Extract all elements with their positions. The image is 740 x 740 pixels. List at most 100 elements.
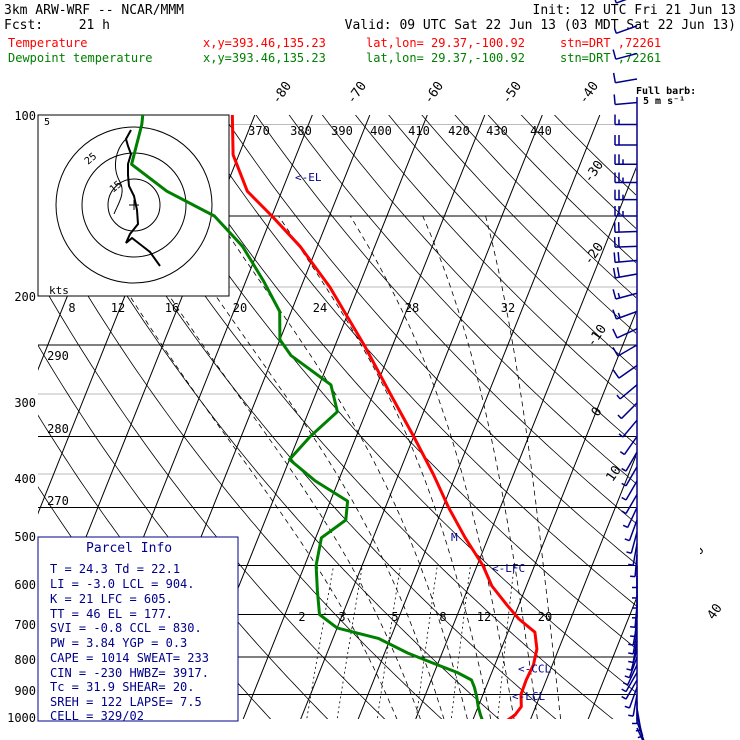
temperature-xy: x,y=393.46,135.23 xyxy=(203,36,326,50)
sounding-profiles xyxy=(130,115,539,719)
isotherm xyxy=(300,115,543,719)
moist-adiabat xyxy=(349,215,515,719)
temperature-legend: Temperature xyxy=(8,36,87,50)
level-markers: <-EL <-LFC <-CCL <-LCL M xyxy=(295,171,551,703)
dry-adiabat xyxy=(89,115,614,719)
isotherm-label: -40 xyxy=(576,79,602,107)
wind-barb-staff xyxy=(615,52,638,60)
dry-adiabat xyxy=(38,141,500,719)
theta-label: 290 xyxy=(47,349,69,363)
wind-barb-staff xyxy=(628,656,638,678)
wind-barb-staff xyxy=(625,451,638,472)
wind-barb-staff xyxy=(625,679,638,700)
wind-barb xyxy=(621,451,638,472)
wind-barb xyxy=(624,687,638,709)
dewpoint-xy: x,y=393.46,135.23 xyxy=(203,51,326,65)
wind-barb-half-flag xyxy=(613,28,618,34)
ring-label: 28 xyxy=(405,301,419,315)
hodograph: 5 25 15 kts xyxy=(37,114,230,297)
wind-barb-flag xyxy=(612,49,617,60)
dewpoint-latlon: lat,lon= 29.37,-100.92 xyxy=(366,51,525,65)
theta-label: 440 xyxy=(530,124,552,138)
wind-barb-half-flag xyxy=(621,496,627,501)
parcel-info-row: CAPE = 1014 SWEAT= 233 xyxy=(50,651,209,665)
wind-barb xyxy=(612,364,638,379)
pressure-tick-label: 500 xyxy=(14,530,36,544)
isotherm-label: -60 xyxy=(421,79,447,107)
wind-barb-staff xyxy=(625,494,638,514)
mixing-ratio-line xyxy=(336,565,363,719)
wind-barb-staff xyxy=(616,25,638,35)
wind-barb xyxy=(613,252,638,264)
isotherm xyxy=(415,166,636,719)
hodograph-dir-label: 5 xyxy=(44,117,50,128)
hodograph-ring xyxy=(55,126,213,284)
wind-barb-staff xyxy=(634,554,638,577)
mixing-ratio-label: 8 xyxy=(439,610,446,624)
forecast-hour: 21 h xyxy=(79,18,110,33)
isotherm-label: 0 xyxy=(589,404,606,419)
wind-barb-flag xyxy=(612,289,617,300)
theta-label: 380 xyxy=(290,124,312,138)
isotherm-label: -50 xyxy=(499,79,525,107)
forecast-label: Fcst: xyxy=(4,18,43,33)
parcel-info-frame xyxy=(37,536,239,722)
pressure-tick-label: 200 xyxy=(14,290,36,304)
wind-barb xyxy=(622,664,638,686)
wind-barb-half-flag xyxy=(628,660,634,664)
wind-barb xyxy=(612,267,638,279)
wind-barb xyxy=(616,384,638,400)
wind-barb-staff xyxy=(630,531,638,554)
theta-label: 400 xyxy=(370,124,392,138)
wind-barb-staff xyxy=(614,230,638,234)
wind-barb-half-flag xyxy=(624,705,630,709)
wind-barb-half-flag xyxy=(621,688,627,693)
wind-barb xyxy=(624,519,638,542)
mixing-ratio-line xyxy=(306,565,334,719)
wind-barb xyxy=(628,640,638,664)
temperature-latlon: lat,lon= 29.37,-100.92 xyxy=(366,36,525,50)
dry-adiabat xyxy=(189,115,636,607)
wind-barb xyxy=(618,419,638,438)
isotherm-label: -20 xyxy=(581,240,607,268)
wind-barb-staff xyxy=(615,78,638,84)
level-marker: <-EL xyxy=(295,171,322,184)
init-time: Init: 12 UTC Fri 21 Jun 13 xyxy=(533,3,737,18)
wind-barb xyxy=(626,531,638,554)
mixing-ratio-line xyxy=(415,565,438,719)
mixing-ratio-label: 5 xyxy=(391,610,398,624)
wind-barb xyxy=(624,656,638,679)
ring-label: 24 xyxy=(313,301,327,315)
dry-adiabat xyxy=(421,115,636,334)
wind-barb-half-flag xyxy=(624,675,630,679)
wind-barb-staff xyxy=(636,727,644,740)
dry-adiabat xyxy=(321,115,636,446)
wind-barb xyxy=(613,25,638,35)
freezing-level-marker: M xyxy=(451,531,458,544)
wind-barb-half-flag xyxy=(637,735,643,739)
theta-label: 430 xyxy=(486,124,508,138)
wind-barb-flag xyxy=(612,72,617,83)
wind-barb-staff xyxy=(619,384,638,400)
theta-label: 280 xyxy=(47,422,69,436)
model-title: 3km ARW-WRF -- NCAR/MMM xyxy=(4,3,184,18)
wind-barb xyxy=(622,507,638,529)
dewpoint-legend: Dewpoint temperature xyxy=(8,51,153,65)
wind-barb-half-flag xyxy=(628,714,634,717)
theta-label: 370 xyxy=(248,124,270,138)
wind-barb-staff xyxy=(627,664,638,686)
wind-barb-flag xyxy=(612,346,619,357)
mixing-ratio-line xyxy=(497,565,515,719)
wind-barb-flag xyxy=(612,369,620,379)
parcel-info-row: TT = 46 EL = 177. xyxy=(50,607,173,621)
wind-barb-flag xyxy=(617,252,620,263)
hodograph-trace xyxy=(124,129,161,267)
wind-barb xyxy=(621,679,638,700)
level-marker: <-CCL xyxy=(518,663,551,676)
dry-adiabat xyxy=(454,115,636,299)
temperature-station: stn=DRT ,72261 xyxy=(560,36,661,50)
wind-barb-half-flag xyxy=(635,729,641,732)
hodograph-units: kts xyxy=(49,284,69,297)
parcel-info-row: SREH = 122 LAPSE= 7.5 xyxy=(50,695,202,709)
wind-barb xyxy=(612,327,638,339)
